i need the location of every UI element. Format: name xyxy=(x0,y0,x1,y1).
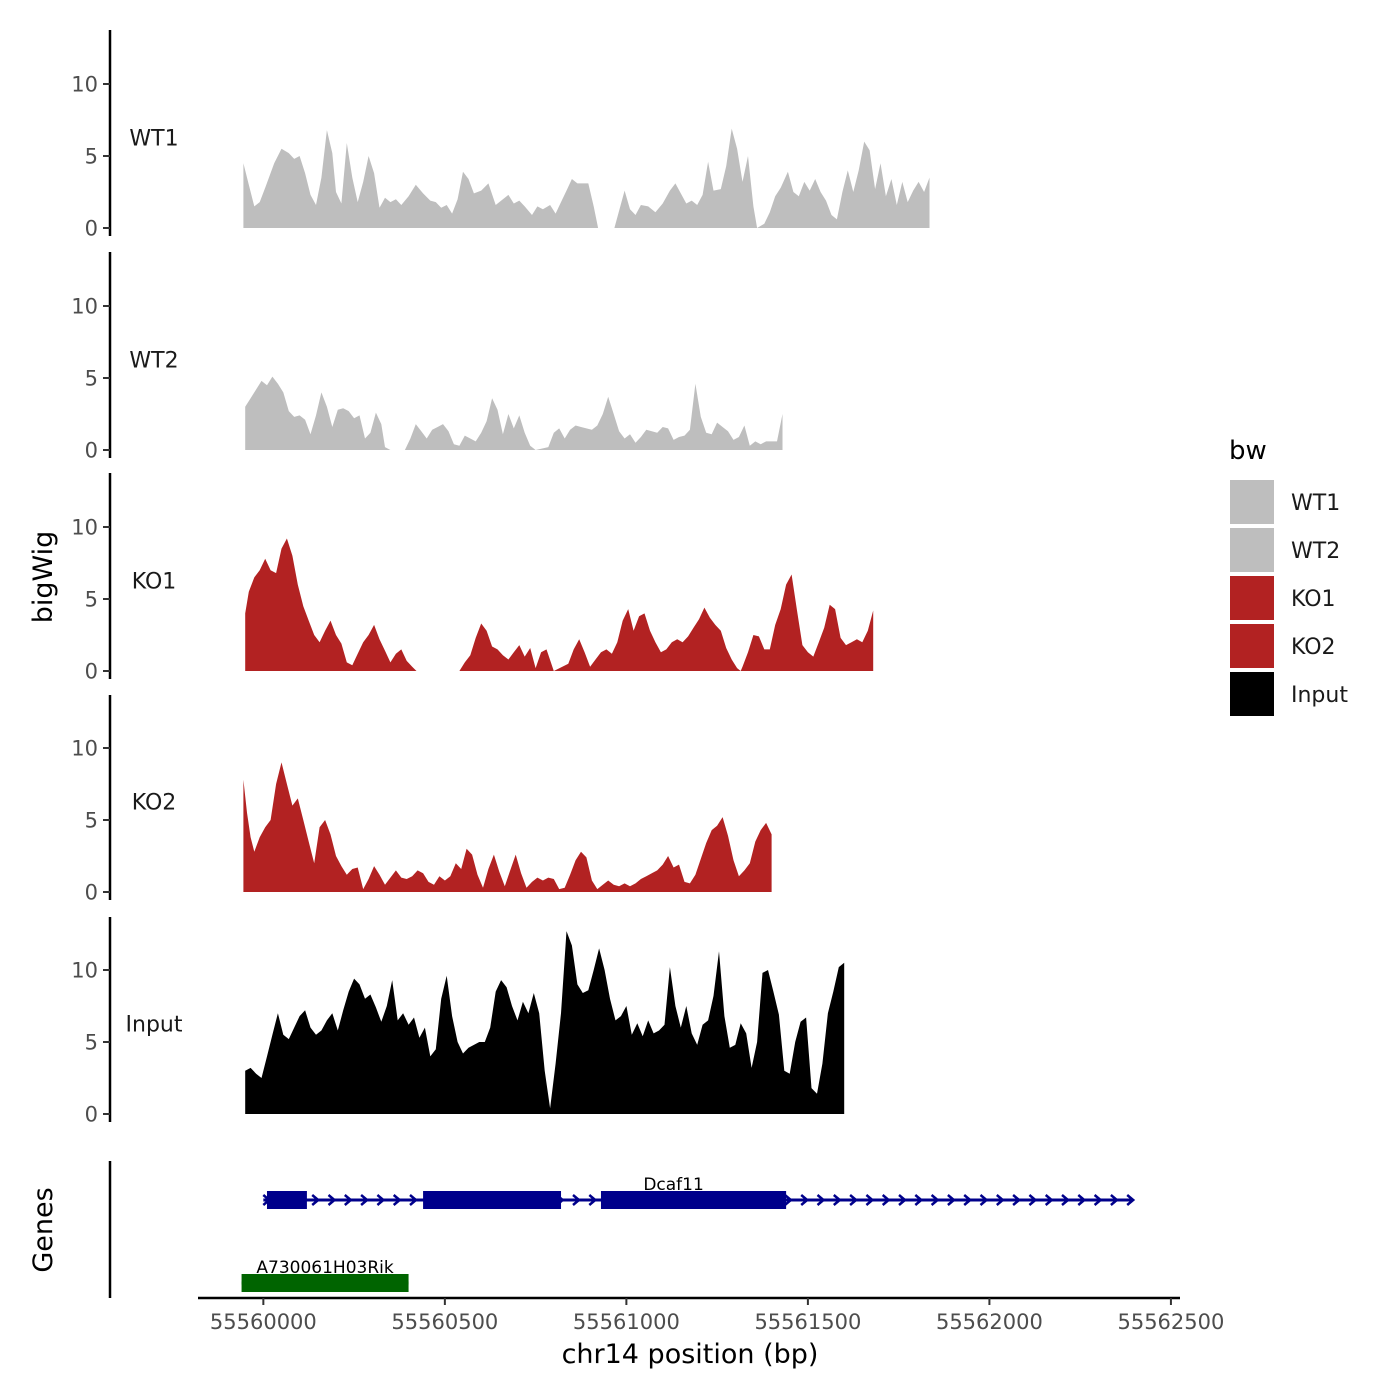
strand-arrow-icon xyxy=(849,1194,859,1206)
legend-label-ko2: KO2 xyxy=(1291,635,1336,660)
strand-arrow-icon xyxy=(1061,1194,1070,1206)
tracks-layer: 0 5 10 WT1 0 5 10 WT2 0 5 10 KO1 0 5 10 KO2 0 5 10 Input big… xyxy=(28,30,930,1127)
signal-area-wt2 xyxy=(245,376,783,450)
y-tick-label: 0 xyxy=(85,217,98,241)
y-tick-label: 10 xyxy=(71,516,98,540)
gene-label: A730061H03Rik xyxy=(256,1258,393,1278)
y-tick-label: 5 xyxy=(85,145,98,169)
y-tick-label: 0 xyxy=(85,660,98,684)
strand-arrow-icon xyxy=(360,1194,370,1206)
y-tick-label: 10 xyxy=(71,737,98,761)
strand-arrow-icon xyxy=(392,1194,402,1206)
strand-arrow-icon xyxy=(311,1194,321,1206)
signal-area-input xyxy=(245,931,845,1114)
legend-label-wt1: WT1 xyxy=(1291,491,1340,516)
strand-arrow-icon xyxy=(1093,1194,1103,1206)
y-tick-label: 5 xyxy=(85,367,98,391)
strand-arrow-icon xyxy=(1012,1194,1022,1206)
strand-arrow-icon xyxy=(881,1194,891,1206)
gene-exon xyxy=(600,1191,787,1209)
y-tick-label: 5 xyxy=(85,1031,98,1055)
strand-arrow-icon xyxy=(816,1194,826,1206)
strand-arrow-icon xyxy=(1126,1194,1136,1206)
strand-arrow-icon xyxy=(1028,1194,1038,1206)
signal-area-wt1 xyxy=(243,128,930,228)
legend-swatch-input xyxy=(1230,672,1274,716)
strand-arrow-icon xyxy=(572,1194,581,1206)
x-tick-label: 55560500 xyxy=(391,1310,498,1334)
strand-arrow-icon xyxy=(898,1194,907,1206)
track-label: KO2 xyxy=(132,790,177,815)
legend-label-input: Input xyxy=(1291,683,1348,708)
signal-area-ko2 xyxy=(243,762,772,892)
track-wt2: 0 5 10 WT2 xyxy=(71,252,783,463)
strand-arrow-icon xyxy=(327,1194,337,1206)
strand-arrow-icon xyxy=(800,1194,810,1206)
strand-arrow-icon xyxy=(409,1194,418,1206)
legend-title: bw xyxy=(1229,436,1267,466)
x-axis: 55560000 55560500 55561000 55561500 55562000… xyxy=(198,1296,1224,1370)
strand-arrow-icon xyxy=(343,1194,353,1206)
strand-arrow-icon xyxy=(979,1194,989,1206)
strand-arrow-icon xyxy=(784,1194,793,1206)
strand-arrow-icon xyxy=(588,1194,598,1206)
gene-exon xyxy=(241,1274,409,1292)
gene-label: Dcaf11 xyxy=(643,1175,703,1195)
x-axis-title: chr14 position (bp) xyxy=(562,1339,819,1370)
legend-label-wt2: WT2 xyxy=(1291,539,1340,564)
strand-arrow-icon xyxy=(832,1194,842,1206)
y-tick-label: 10 xyxy=(71,73,98,97)
legend-swatch-wt1 xyxy=(1230,480,1274,524)
x-tick-label: 55562500 xyxy=(1117,1310,1224,1334)
gene-a730061h03rik: A730061H03Rik xyxy=(241,1258,409,1292)
y-tick-label: 10 xyxy=(71,959,98,983)
strand-arrow-icon xyxy=(963,1194,973,1206)
genes-axis-title: Genes xyxy=(28,1187,59,1272)
gene-exon xyxy=(266,1191,307,1209)
strand-arrow-icon xyxy=(1110,1194,1119,1206)
y-tick-label: 10 xyxy=(71,295,98,319)
x-tick-label: 55560000 xyxy=(210,1310,317,1334)
track-label: Input xyxy=(126,1012,183,1037)
x-tick-label: 55561000 xyxy=(573,1310,680,1334)
track-ko2: 0 5 10 KO2 xyxy=(71,695,772,905)
y-tick-label: 0 xyxy=(85,439,98,463)
track-label: WT1 xyxy=(129,126,178,151)
x-tick-label: 55561500 xyxy=(754,1310,861,1334)
strand-arrow-icon xyxy=(376,1194,386,1206)
track-wt1: 0 5 10 WT1 xyxy=(71,30,930,241)
strand-arrow-icon xyxy=(914,1194,924,1206)
gene-dcaf11: Dcaf11 xyxy=(262,1175,1136,1209)
legend-swatch-ko1 xyxy=(1230,576,1274,620)
y-tick-label: 0 xyxy=(85,1103,98,1127)
strand-arrow-icon xyxy=(865,1194,875,1206)
y-tick-label: 5 xyxy=(85,809,98,833)
y-tick-label: 5 xyxy=(85,588,98,612)
legend-label-ko1: KO1 xyxy=(1291,587,1336,612)
legend: bw WT1 WT2 KO1 KO2 Input xyxy=(1229,436,1348,716)
strand-arrow-icon xyxy=(1044,1194,1054,1206)
strand-arrow-icon xyxy=(995,1194,1005,1206)
gene-exon xyxy=(423,1191,562,1209)
signal-area-ko1 xyxy=(245,538,874,671)
track-label: KO1 xyxy=(132,569,177,594)
track-label: WT2 xyxy=(129,348,178,373)
track-ko1: 0 5 10 KO1 xyxy=(71,473,874,684)
legend-swatch-wt2 xyxy=(1230,528,1274,572)
x-tick-label: 55562000 xyxy=(936,1310,1043,1334)
strand-arrow-icon xyxy=(947,1194,956,1206)
strand-arrow-icon xyxy=(1077,1194,1087,1206)
genes-panel: Genes Dcaf11 A730061H03Rik xyxy=(28,1161,1136,1298)
y-axis-title: bigWig xyxy=(28,531,59,624)
strand-arrow-icon xyxy=(930,1194,940,1206)
legend-swatch-ko2 xyxy=(1230,624,1274,668)
track-input: 0 5 10 Input xyxy=(71,917,845,1127)
y-tick-label: 0 xyxy=(85,881,98,905)
